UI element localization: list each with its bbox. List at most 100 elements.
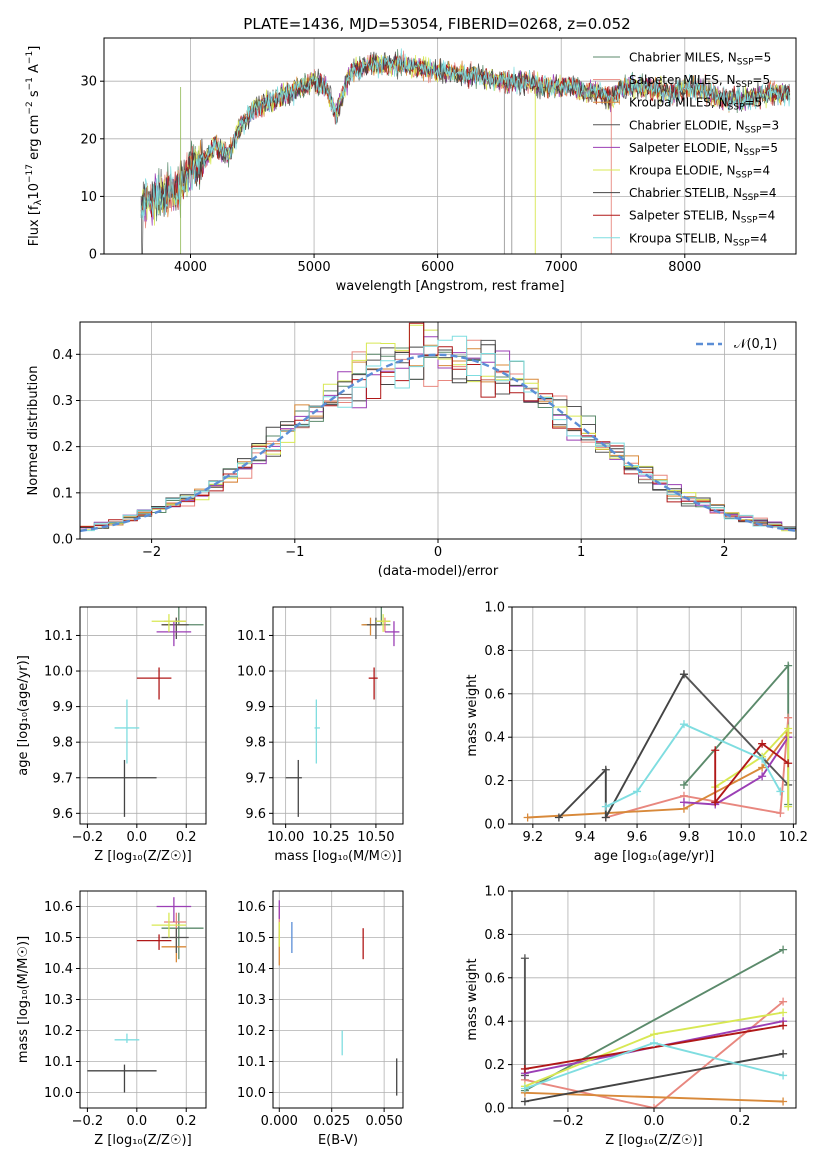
weight-marker <box>650 1104 658 1108</box>
y-axis-label: Normed distribution <box>26 366 41 496</box>
y-tick-label: 0.2 <box>52 440 73 455</box>
y-tick-label: 0.3 <box>52 394 73 409</box>
legend-label: Kroupa ELODIE, NSSP=4 <box>629 164 770 181</box>
y-tick-label: 10.1 <box>44 629 73 644</box>
weight-marker <box>784 759 793 768</box>
legend-label: Chabrier MILES, NSSP=5 <box>629 51 771 68</box>
plot-area <box>285 607 400 817</box>
x-tick-label: 9.2 <box>523 830 544 845</box>
y-axis-label-part: −2 <box>25 101 35 114</box>
x-tick-label: 10.2 <box>779 830 808 845</box>
x-axis-label: wavelength [Angstrom, rest frame] <box>336 279 565 294</box>
x-tick-label: 0.2 <box>730 1114 751 1129</box>
y-tick-label: 20 <box>80 132 97 147</box>
y-tick-label: 10.1 <box>237 629 266 644</box>
y-tick-label: 0.0 <box>52 533 73 548</box>
y-tick-label: 0 <box>89 248 97 263</box>
weight-marker <box>601 802 610 811</box>
x-tick-label: 0.2 <box>176 1114 197 1129</box>
y-tick-label: 0.1 <box>52 486 73 501</box>
legend-label-sub: SSP <box>736 171 753 181</box>
x-tick-label: 5000 <box>298 260 331 275</box>
x-tick-label: 0 <box>434 545 442 560</box>
y-axis-label: mass weight <box>465 674 480 756</box>
y-tick-label: 9.7 <box>245 771 266 786</box>
legend-label: Chabrier STELIB, NSSP=4 <box>629 186 777 203</box>
y-axis-label-part: Flux [f <box>27 205 42 246</box>
x-tick-label: 0.0 <box>644 1114 665 1129</box>
y-tick-label: 0.0 <box>484 1102 505 1117</box>
axes-frame <box>511 606 797 825</box>
legend-label-sub: SSP <box>728 103 745 113</box>
x-tick-label: −2 <box>142 545 161 560</box>
x-axis-label: mass [log₁₀(M/M☉)] <box>274 849 401 864</box>
y-tick-label: 10.3 <box>237 993 266 1008</box>
x-tick-label: 0.025 <box>313 1114 350 1129</box>
y-tick-label: 10.4 <box>237 962 266 977</box>
weight-marker <box>776 787 785 796</box>
x-tick-label: 10.50 <box>357 830 394 845</box>
figure-title: PLATE=1436, MJD=53054, FIBERID=0268, z=0… <box>243 15 630 33</box>
weight-marker <box>758 739 767 748</box>
weight-line-6 <box>524 1052 784 1103</box>
weight-marker <box>784 661 793 670</box>
y-axis-label-part: −1 <box>25 77 35 90</box>
y-tick-label: 0.2 <box>484 1058 505 1073</box>
legend-label-sub: SSP <box>741 216 758 226</box>
y-tick-label: 10.0 <box>237 665 266 680</box>
y-tick-label: 10.2 <box>44 1024 73 1039</box>
x-tick-label: 10.25 <box>312 830 349 845</box>
legend-label-sub: SSP <box>736 80 753 90</box>
x-tick-label: 10.00 <box>267 830 304 845</box>
x-axis-label: (data-model)/error <box>378 564 499 579</box>
weight-marker <box>520 1084 529 1093</box>
weight-marker <box>650 1038 658 1047</box>
y-tick-label: 0.8 <box>484 928 505 943</box>
y-tick-label: 10.5 <box>44 931 73 946</box>
plot-area <box>140 48 791 254</box>
x-tick-label: −0.2 <box>72 1114 104 1129</box>
x-axis-label: Z [log₁₀(Z/Z☉)] <box>94 849 191 864</box>
panel-age-vs-mass: 10.00 10.25 10.50 9.6 9.7 9.8 9.9 10.0 10.1 mass … <box>237 606 404 864</box>
y-tick-label: 9.7 <box>52 771 73 786</box>
weight-marker <box>779 1071 788 1080</box>
weight-marker <box>776 809 785 818</box>
y-axis-label-part: −1 <box>25 51 35 64</box>
histogram-8 <box>80 335 796 532</box>
weight-line-1 <box>605 717 790 819</box>
weight-line-7 <box>714 742 789 806</box>
x-tick-label: 8000 <box>668 260 701 275</box>
weight-line-6 <box>558 673 685 819</box>
legend-label: Chabrier ELODIE, NSSP=3 <box>629 118 779 135</box>
legend-label-n: =4 <box>759 186 777 200</box>
x-axis-label: Z [log₁₀(Z/Z☉)] <box>94 1133 191 1148</box>
weight-line-1 <box>524 1000 784 1108</box>
panel-residuals: −2 −1 0 1 2 0.0 0.1 0.2 0.3 0.4 (data-model)/error… <box>26 321 797 579</box>
y-axis-label: Flux [fλ10−17 erg cm−2 s−1 A−1] <box>25 46 44 247</box>
legend-label: Salpeter STELIB, NSSP=4 <box>629 209 775 226</box>
y-tick-label: 10 <box>80 190 97 205</box>
legend-label: 𝒩(0,1) <box>734 337 777 352</box>
y-axis-label-part: A <box>27 64 42 77</box>
y-axis-label-part: −17 <box>25 164 35 183</box>
weight-marker <box>779 945 788 954</box>
legend-label-n: =4 <box>752 164 770 178</box>
weight-line-3 <box>683 673 789 786</box>
y-tick-label: 9.9 <box>245 700 266 715</box>
weight-marker <box>601 765 610 774</box>
legend-label-n: =5 <box>752 73 770 87</box>
y-tick-label: 0.4 <box>484 731 505 746</box>
y-tick-label: 9.6 <box>245 807 266 822</box>
y-tick-label: 0.6 <box>484 971 505 986</box>
y-axis-label: mass weight <box>465 958 480 1040</box>
x-tick-label: 2 <box>720 545 728 560</box>
y-tick-label: 0.2 <box>484 774 505 789</box>
panel-age-vs-Z: −0.2 0.0 0.2 9.6 9.7 9.8 9.9 10.0 10.1 Z [log₁₀(Z… <box>16 606 207 864</box>
legend-label-sub: SSP <box>733 238 750 248</box>
normal-curve <box>80 353 796 533</box>
panel-weight-vs-Z: −0.2 0.0 0.2 0.0 0.2 0.4 0.6 0.8 1.0 Z [log₁₀(Z/Z… <box>465 885 797 1148</box>
weight-marker <box>650 1030 658 1039</box>
legend-label-n: =5 <box>745 96 763 110</box>
weight-marker <box>779 1049 788 1058</box>
weight-marker <box>633 787 642 796</box>
